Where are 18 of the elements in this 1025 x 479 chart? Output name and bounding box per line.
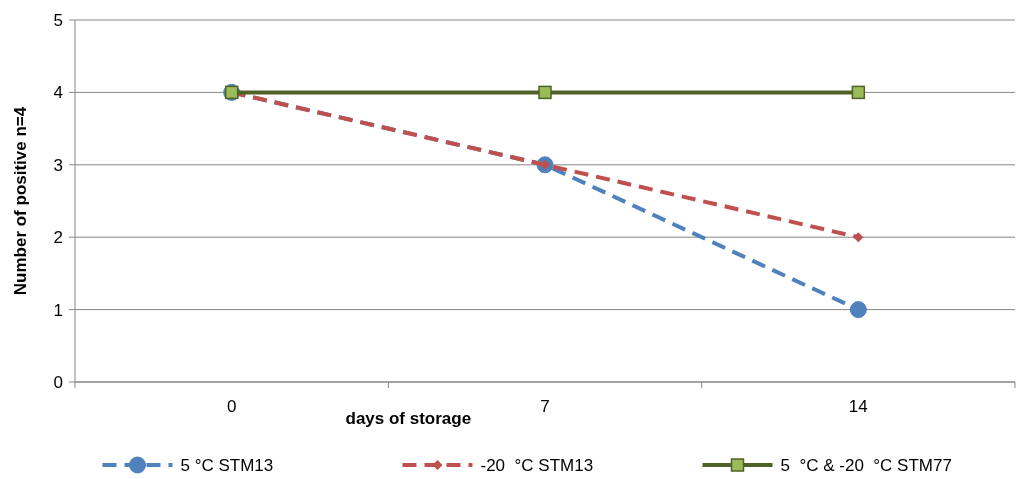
point (853, 232, 864, 243)
y-tick-label: 0 (53, 372, 63, 392)
y-axis-title: Number of positive n=4 (11, 106, 30, 296)
y-tick-label: 2 (53, 228, 63, 248)
y-tick-label: 5 (53, 10, 63, 30)
point (851, 85, 866, 100)
legend-label: -20 °C STM13 (480, 455, 594, 475)
x-tick-label: 7 (540, 397, 550, 416)
y-tick-label: 3 (53, 155, 63, 175)
x-tick-label: 0 (226, 397, 237, 416)
y-tick-label: 4 (53, 83, 63, 103)
x-tick-label: 14 (848, 397, 868, 416)
y-tick-label: 1 (53, 300, 63, 320)
point (538, 85, 552, 100)
legend-label: 5 °C STM13 (180, 455, 274, 475)
x-axis-title: days of storage (345, 409, 472, 428)
legend-label: 5 °C & -20 °C STM77 (780, 455, 952, 475)
point (849, 301, 867, 319)
